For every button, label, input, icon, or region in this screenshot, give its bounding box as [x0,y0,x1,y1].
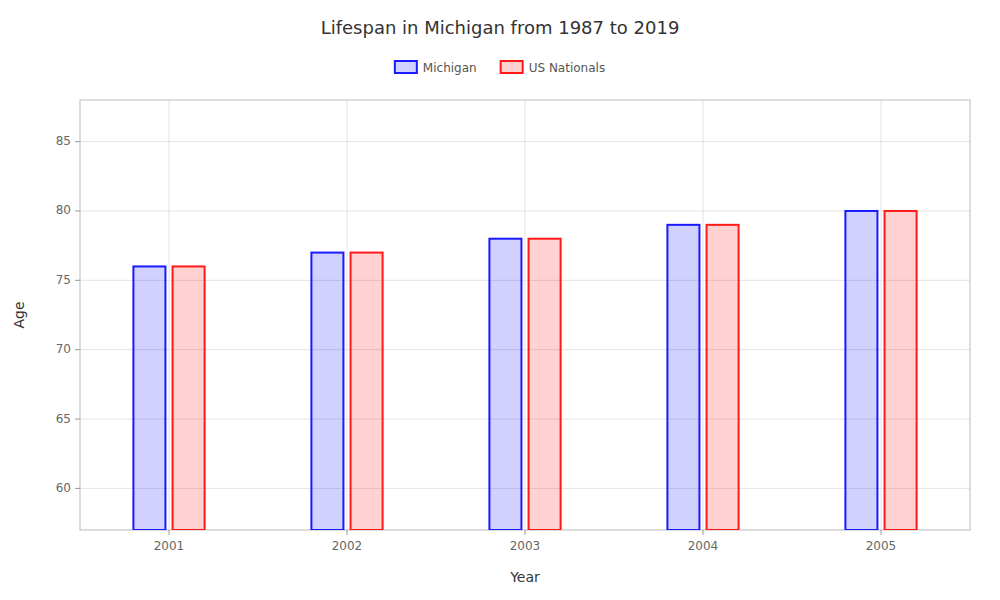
x-tick [525,530,526,535]
y-tick [75,141,80,142]
bar [845,211,877,530]
x-grid-line [703,100,704,530]
legend-item: US Nationals [501,61,605,75]
bar [311,253,343,530]
y-tick-label: 65 [56,412,71,426]
y-tick [75,280,80,281]
y-tick-label: 75 [56,273,71,287]
x-tick-label: 2002 [332,539,363,553]
y-tick-label: 60 [56,481,71,495]
x-tick [881,530,882,535]
legend-label: US Nationals [529,61,605,75]
x-tick [347,530,348,535]
bar [667,225,699,530]
y-tick [75,488,80,489]
legend-swatch [395,61,417,73]
x-axis-label: Year [509,569,540,585]
legend-label: Michigan [423,61,477,75]
title: Lifespan in Michigan from 1987 to 2019 [321,17,680,38]
y-tick [75,349,80,350]
x-grid-line [169,100,170,530]
bar [707,225,739,530]
x-tick-label: 2001 [154,539,185,553]
x-grid-line [525,100,526,530]
x-grid-line [347,100,348,530]
bar [351,253,383,530]
y-tick-label: 85 [56,134,71,148]
bars [133,211,916,530]
x-tick-label: 2004 [688,539,719,553]
y-tick [75,210,80,211]
grid [80,100,970,530]
bar [529,239,561,530]
y-tick-label: 80 [56,203,71,217]
y-tick-label: 70 [56,342,71,356]
bar [885,211,917,530]
plot-frame [80,100,970,530]
legend: Michigan US Nationals [395,61,605,75]
legend-swatch [501,61,523,73]
y-tick [75,419,80,420]
x-tick [169,530,170,535]
bar [133,266,165,530]
x-tick [703,530,704,535]
bar [489,239,521,530]
x-tick-label: 2005 [866,539,897,553]
chart: 60 65 70 75 80 85 2001 2002 2003 2004 2005 Year Age L… [0,0,1000,600]
legend-item: Michigan [395,61,477,75]
x-tick-label: 2003 [510,539,541,553]
y-axis-label: Age [11,301,27,328]
bar [173,266,205,530]
x-grid-line [881,100,882,530]
